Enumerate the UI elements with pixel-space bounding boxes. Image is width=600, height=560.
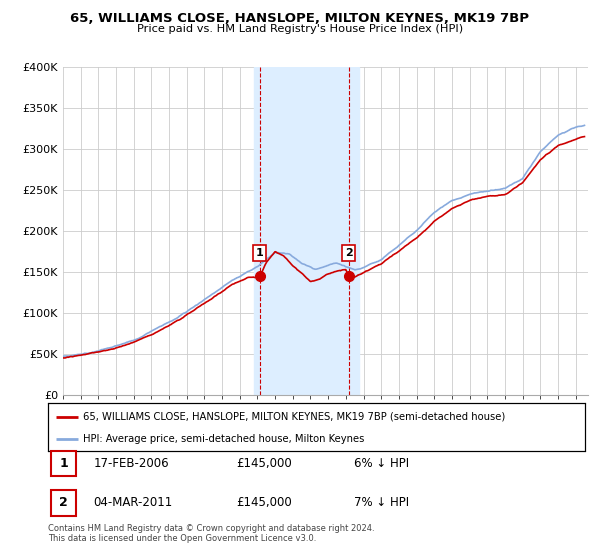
Text: 1: 1 [59, 457, 68, 470]
Text: 2: 2 [345, 248, 353, 258]
Text: 04-MAR-2011: 04-MAR-2011 [94, 496, 173, 510]
FancyBboxPatch shape [50, 451, 76, 477]
Text: Price paid vs. HM Land Registry's House Price Index (HPI): Price paid vs. HM Land Registry's House … [137, 24, 463, 34]
Bar [254, 67, 359, 395]
Text: 1: 1 [256, 248, 263, 258]
Text: HPI: Average price, semi-detached house, Milton Keynes: HPI: Average price, semi-detached house,… [83, 434, 364, 444]
Text: 6% ↓ HPI: 6% ↓ HPI [354, 457, 409, 470]
Text: 17-FEB-2006: 17-FEB-2006 [94, 457, 169, 470]
Text: £145,000: £145,000 [236, 457, 292, 470]
Text: £145,000: £145,000 [236, 496, 292, 510]
Text: 2: 2 [59, 496, 68, 510]
Text: 7% ↓ HPI: 7% ↓ HPI [354, 496, 409, 510]
FancyBboxPatch shape [50, 490, 76, 516]
Text: 65, WILLIAMS CLOSE, HANSLOPE, MILTON KEYNES, MK19 7BP: 65, WILLIAMS CLOSE, HANSLOPE, MILTON KEY… [71, 12, 530, 25]
Text: 65, WILLIAMS CLOSE, HANSLOPE, MILTON KEYNES, MK19 7BP (semi-detached house): 65, WILLIAMS CLOSE, HANSLOPE, MILTON KEY… [83, 412, 505, 422]
Text: Contains HM Land Registry data © Crown copyright and database right 2024.
This d: Contains HM Land Registry data © Crown c… [48, 524, 374, 543]
